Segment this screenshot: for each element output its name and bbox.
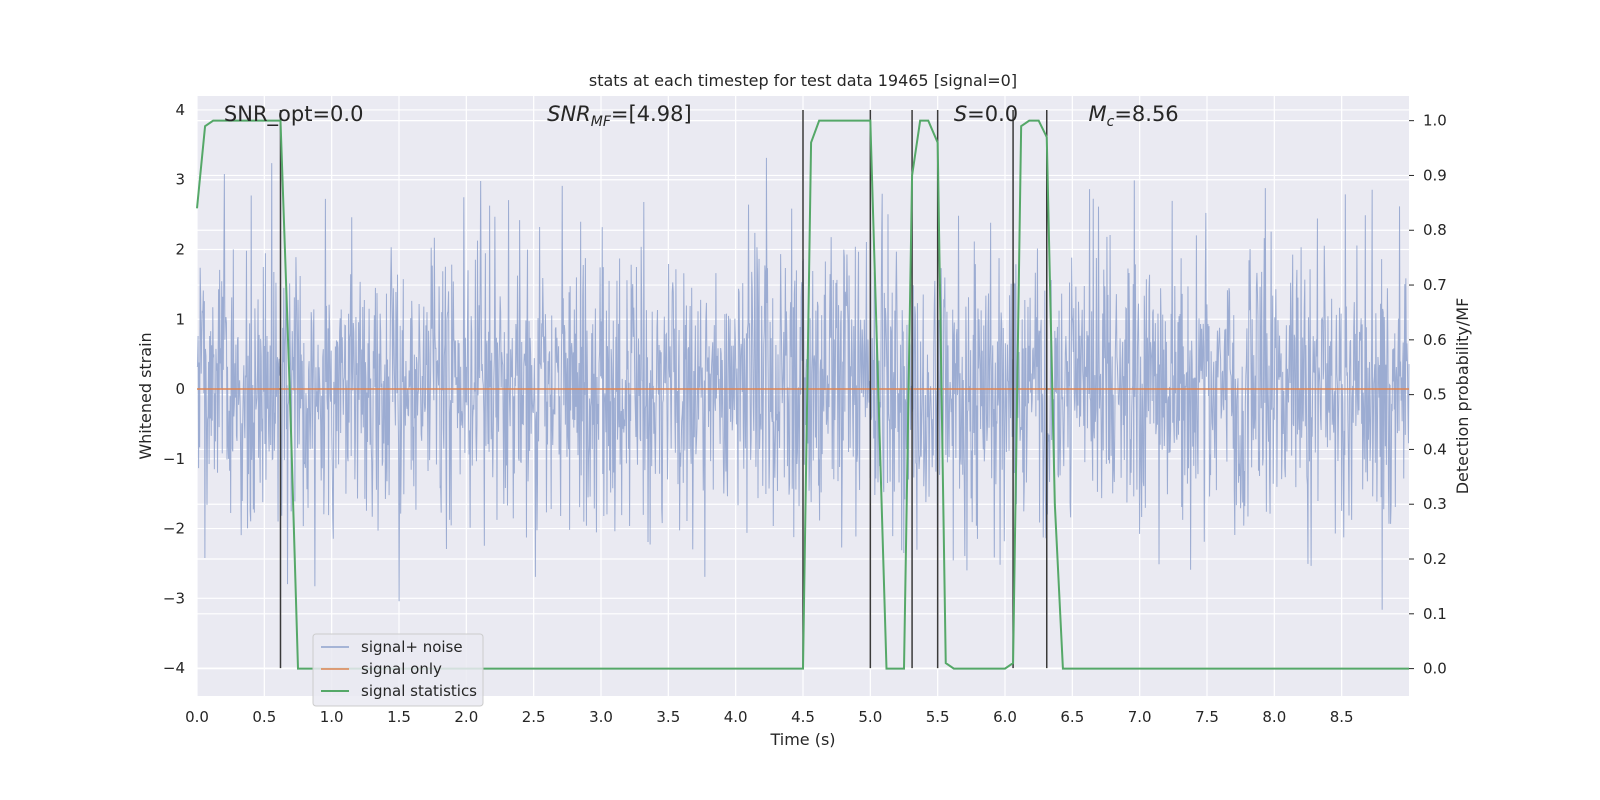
y-left-tick-label: −4: [163, 659, 185, 677]
x-tick-label: 3.0: [589, 708, 613, 726]
legend-label-signal-statistics: signal statistics: [361, 682, 477, 700]
y-right-tick-label: 0.8: [1423, 221, 1447, 239]
y-left-tick-label: −1: [163, 450, 185, 468]
x-tick-label: 0.0: [185, 708, 209, 726]
x-tick-label: 2.5: [522, 708, 546, 726]
x-tick-label: 2.0: [454, 708, 478, 726]
annotation: SNR_opt=0.0: [224, 102, 364, 127]
chart-title: stats at each timestep for test data 194…: [589, 71, 1017, 90]
legend-label-signal-only: signal only: [361, 660, 442, 678]
y-axis-left-label: Whitened strain: [136, 332, 155, 459]
x-tick-label: 5.0: [858, 708, 882, 726]
x-tick-label: 4.5: [791, 708, 815, 726]
y-right-tick-label: 0.4: [1423, 440, 1447, 458]
y-left-tick-label: −2: [163, 520, 185, 538]
annotation: S=0.0: [954, 102, 1018, 126]
y-right-tick-label: 0.0: [1423, 660, 1447, 678]
legend-box: [312, 633, 484, 707]
y-right-tick-label: 0.5: [1423, 386, 1447, 404]
legend-label-signal-noise: signal+ noise: [361, 638, 463, 656]
x-tick-label: 1.5: [387, 708, 411, 726]
x-tick-label: 6.5: [1060, 708, 1084, 726]
y-left-tick-label: 3: [175, 171, 185, 189]
annotation: Mc=8.56: [1088, 102, 1178, 130]
annotation: SNRMF=[4.98]: [547, 102, 692, 130]
y-left-tick-label: −3: [163, 589, 185, 607]
y-left-tick-label: 4: [175, 101, 185, 119]
y-axis-right-ticks: 0.0 0.1 0.2 0.3 0.4 0.5 0.6 0.7 0.8 0.9 1.0: [1409, 112, 1447, 678]
x-axis-ticks: 0.0 0.5 1.0 1.5 2.0 2.5 3.0 3.5 4.0 4.5 5.0 5.5 6.0 6…: [185, 708, 1354, 726]
x-tick-label: 4.0: [724, 708, 748, 726]
annotations: SNR_opt=0.0 SNRMF=[4.98] S=0.0 Mc=8.56: [224, 102, 1179, 130]
x-tick-label: 7.0: [1128, 708, 1152, 726]
y-right-tick-label: 0.9: [1423, 166, 1447, 184]
y-axis-right-label: Detection probability/MF: [1453, 298, 1472, 495]
y-axis-left-ticks: −4 −3 −2 −1 0 1 2 3 4: [163, 101, 185, 677]
x-tick-label: 5.5: [926, 708, 950, 726]
x-tick-label: 8.5: [1330, 708, 1354, 726]
y-right-tick-label: 1.0: [1423, 112, 1447, 130]
x-tick-label: 1.0: [320, 708, 344, 726]
x-tick-label: 7.5: [1195, 708, 1219, 726]
y-left-tick-label: 1: [175, 310, 185, 328]
x-tick-label: 3.5: [656, 708, 680, 726]
y-right-tick-label: 0.3: [1423, 495, 1447, 513]
y-right-tick-label: 0.1: [1423, 605, 1447, 623]
y-left-tick-label: 2: [175, 240, 185, 258]
x-tick-label: 8.0: [1262, 708, 1286, 726]
y-left-tick-label: 0: [175, 380, 185, 398]
vertical-markers: [279, 109, 1048, 669]
y-right-tick-label: 0.6: [1423, 331, 1447, 349]
x-tick-label: 0.5: [252, 708, 276, 726]
signal-statistics-series: [196, 119, 1409, 670]
x-tick-label: 6.0: [993, 708, 1017, 726]
y-right-tick-label: 0.2: [1423, 550, 1447, 568]
legend: signal+ noise signal only signal statist…: [312, 633, 484, 707]
x-axis-label: Time (s): [769, 730, 835, 749]
y-right-tick-label: 0.7: [1423, 276, 1447, 294]
